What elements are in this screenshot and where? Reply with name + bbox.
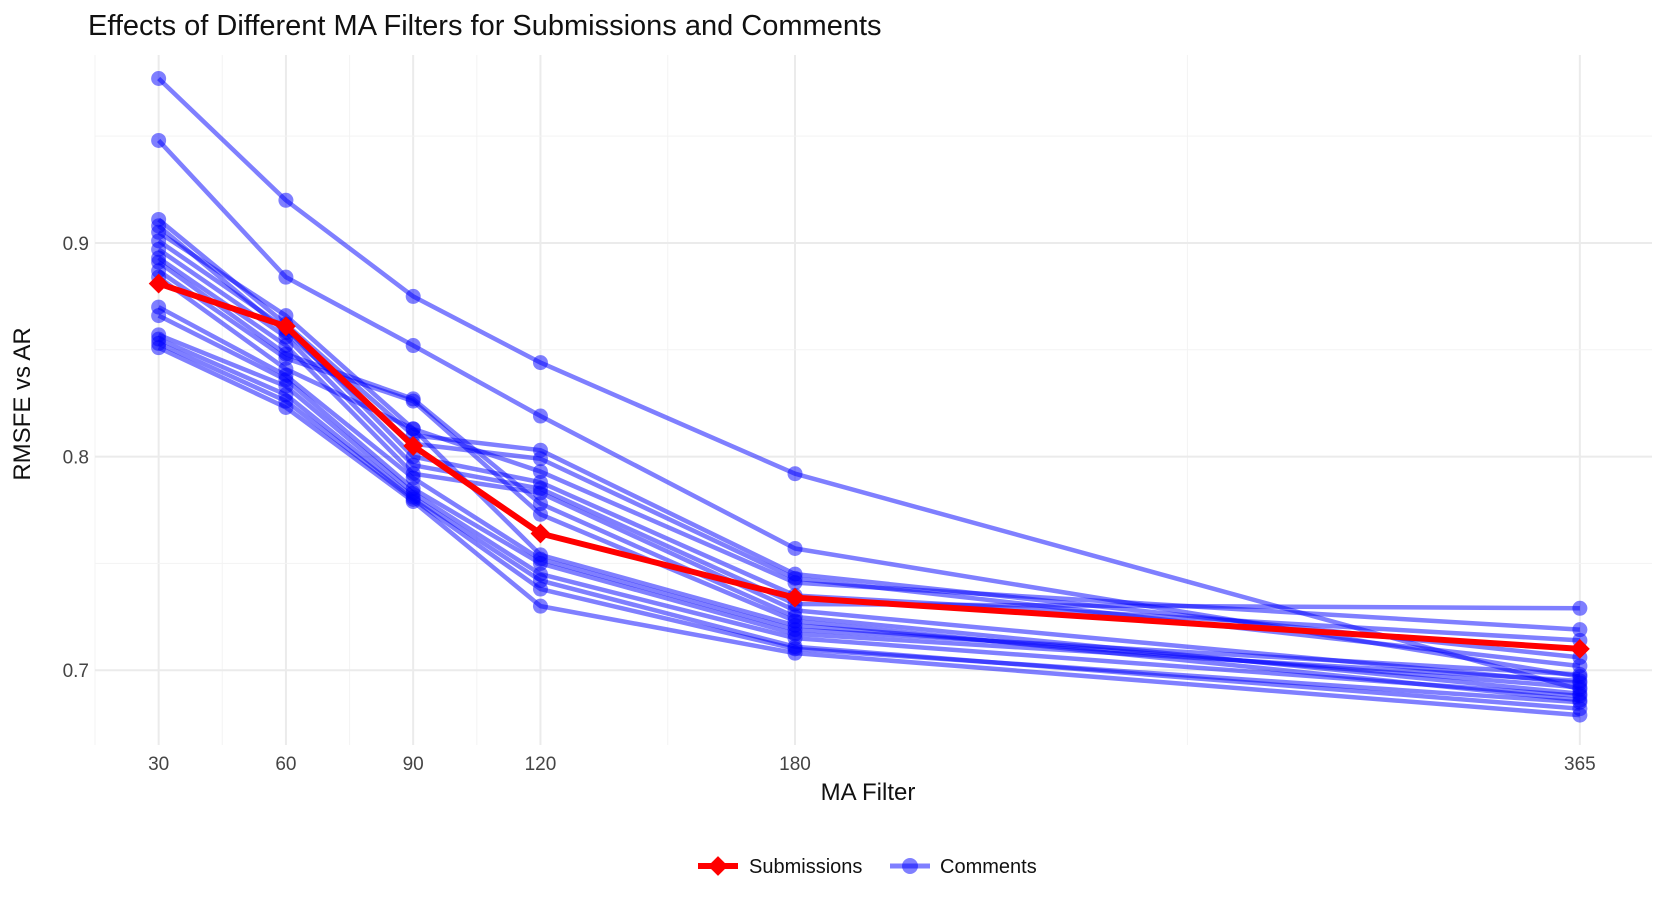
comments-line bbox=[157, 260, 1581, 696]
x-tick-label: 180 bbox=[779, 754, 811, 775]
comments-point bbox=[787, 645, 803, 661]
comments-line bbox=[157, 345, 1581, 718]
comments-point bbox=[787, 466, 803, 482]
comments-point bbox=[405, 421, 421, 437]
x-tick-label: 60 bbox=[275, 754, 296, 775]
chart-title: Effects of Different MA Filters for Subm… bbox=[88, 10, 882, 42]
comments-point bbox=[532, 506, 548, 522]
comments-point bbox=[405, 493, 421, 509]
submissions-point bbox=[530, 523, 551, 544]
legend-comments-label: Comments bbox=[940, 856, 1037, 878]
comments-point bbox=[532, 408, 548, 424]
comments-line bbox=[157, 341, 1581, 705]
comments-line bbox=[157, 313, 1581, 684]
comments-line bbox=[157, 247, 1580, 611]
comments-point bbox=[532, 496, 548, 512]
comments-point bbox=[532, 581, 548, 597]
x-axis-ticks: 30 60 90 120 180 365 bbox=[148, 754, 1596, 775]
submissions-series bbox=[148, 273, 1590, 659]
submissions-point bbox=[785, 587, 805, 608]
y-axis-title: RMSFE vs AR bbox=[9, 327, 36, 480]
comments-point bbox=[151, 132, 167, 148]
comments-series bbox=[151, 70, 1588, 723]
legend-item-comments: Comments bbox=[890, 856, 1037, 878]
legend-submissions-label: Submissions bbox=[749, 856, 862, 878]
comments-point bbox=[787, 540, 803, 556]
y-tick-label: 0.8 bbox=[63, 448, 89, 469]
submissions-point bbox=[403, 436, 424, 456]
comments-line bbox=[157, 217, 1581, 660]
x-axis-title: MA Filter bbox=[821, 779, 916, 806]
comments-point bbox=[532, 598, 548, 614]
comments-point bbox=[787, 575, 803, 591]
comments-point bbox=[151, 340, 167, 356]
submissions-point bbox=[276, 316, 296, 337]
comments-line bbox=[157, 76, 1581, 692]
comments-point bbox=[151, 308, 167, 324]
y-axis-ticks: 0.7 0.8 0.9 bbox=[63, 234, 89, 682]
comments-point bbox=[405, 288, 421, 304]
legend-submissions-marker bbox=[708, 856, 728, 876]
comments-line bbox=[157, 332, 1581, 699]
comments-point bbox=[1572, 622, 1588, 638]
legend-item-submissions: Submissions bbox=[698, 856, 862, 878]
y-tick-label: 0.7 bbox=[63, 661, 89, 682]
x-tick-label: 90 bbox=[403, 754, 424, 775]
comments-point bbox=[1572, 673, 1588, 689]
comments-point bbox=[278, 350, 294, 366]
comments-point bbox=[532, 464, 548, 480]
comments-point bbox=[1572, 694, 1588, 710]
legend: Submissions Comments bbox=[698, 856, 1037, 878]
comments-point bbox=[532, 485, 548, 501]
comments-point bbox=[151, 70, 167, 86]
comments-point bbox=[278, 192, 294, 208]
comments-point bbox=[278, 399, 294, 415]
submissions-point bbox=[1569, 638, 1590, 659]
comments-point bbox=[1572, 707, 1588, 723]
comments-point bbox=[1572, 600, 1588, 616]
comments-point bbox=[532, 355, 548, 371]
x-tick-label: 120 bbox=[525, 754, 557, 775]
comments-line bbox=[157, 256, 1581, 686]
comments-point bbox=[278, 308, 294, 324]
comments-line bbox=[156, 138, 1581, 679]
legend-comments-marker bbox=[902, 858, 918, 874]
comments-point bbox=[532, 555, 548, 571]
comments-line bbox=[157, 305, 1581, 677]
x-tick-label: 30 bbox=[148, 754, 169, 775]
comments-point bbox=[405, 470, 421, 486]
submissions-line bbox=[157, 280, 1581, 652]
comments-point bbox=[532, 451, 548, 467]
comments-point bbox=[278, 269, 294, 285]
comments-point bbox=[405, 393, 421, 409]
comments-point bbox=[405, 338, 421, 354]
y-tick-label: 0.9 bbox=[63, 234, 89, 255]
x-tick-label: 365 bbox=[1564, 754, 1596, 775]
submissions-point bbox=[148, 273, 169, 294]
